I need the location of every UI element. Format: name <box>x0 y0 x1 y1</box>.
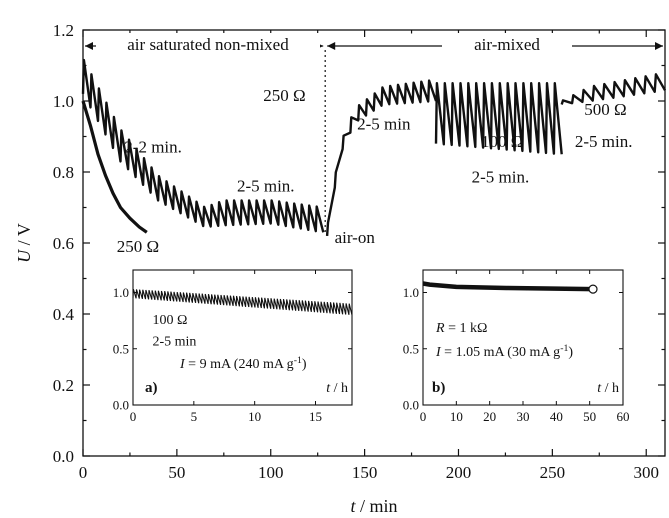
inset-b-panel-label: b) <box>432 380 445 396</box>
x-tick-label: 5 <box>191 409 198 424</box>
annotation-label: 250 Ω <box>117 237 159 256</box>
x-tick-label: 50 <box>168 463 185 482</box>
x-tick-label: 250 <box>540 463 566 482</box>
y-tick-label: 1.0 <box>403 285 419 300</box>
arrow-head-right <box>655 42 663 50</box>
arrow-head-left <box>327 42 336 50</box>
y-tick-label: 0.8 <box>53 163 74 182</box>
series-250ohm-continuous <box>81 100 148 234</box>
x-tick-label: 0 <box>130 409 137 424</box>
x-axis-title: t / min <box>350 496 397 516</box>
y-tick-label: 0.0 <box>113 398 129 413</box>
y-axis-title: U / V <box>14 223 34 263</box>
inset-b-chart: 0 10 20 30 40 50 60 0.0 0.5 1.0 R = 1 kΩ I = 1.05 m… <box>403 269 630 424</box>
annotation-label: 2-2 min. <box>124 137 182 156</box>
y-tick-label: 0.2 <box>53 376 74 395</box>
x-tick-label: 50 <box>583 409 596 424</box>
x-tick-label: 100 <box>258 463 284 482</box>
label-backing <box>442 33 572 55</box>
x-tick-label: 150 <box>352 463 378 482</box>
inset-b-condition: I = 1.05 mA (30 mA g-1) <box>435 343 573 361</box>
inset-a-chart: 0 5 10 15 0.0 0.5 1.0 100 Ω 2-5 min I = 9 mA (240… <box>113 269 353 424</box>
plot-frame <box>422 269 624 406</box>
y-tick-label: 0.4 <box>53 305 75 324</box>
series-inset-a <box>132 289 353 316</box>
annotation-label: 500 Ω <box>584 100 626 119</box>
annotation-label: air-on <box>335 228 376 247</box>
label-backing <box>96 33 320 55</box>
series-pulsed-1 <box>81 58 325 233</box>
series-pulsed-4 <box>560 73 667 105</box>
region-label-mixed: air-mixed <box>474 35 540 54</box>
annotation-label: 100 Ω <box>481 132 523 151</box>
arrow-head-left <box>85 42 93 50</box>
x-tick-label: 300 <box>633 463 659 482</box>
inset-b-end-marker <box>588 284 598 294</box>
annotation-label: 2-5 min. <box>237 177 295 196</box>
y-tick-label: 0.0 <box>403 398 419 413</box>
y-tick-label: 0.0 <box>53 447 74 466</box>
y-tick-label: 0.5 <box>403 341 419 356</box>
inset-annotation: 2-5 min <box>152 334 196 349</box>
inset-annotation: 100 Ω <box>152 313 187 328</box>
y-tick-label: 1.0 <box>53 92 74 111</box>
inset-a-condition: I = 9 mA (240 mA g-1) <box>179 355 307 373</box>
inset-b-x-title: t / h <box>597 381 619 396</box>
x-tick-label: 60 <box>617 409 630 424</box>
series-inset-b <box>422 281 594 292</box>
x-tick-label: 15 <box>309 409 322 424</box>
x-tick-label: 30 <box>517 409 530 424</box>
series-pulsed-3 <box>434 82 563 155</box>
annotation-label: 2-5 min <box>357 114 411 133</box>
annotation-label: 2-5 min. <box>472 168 530 187</box>
x-tick-label: 200 <box>446 463 472 482</box>
annotation-label: 2-5 min. <box>575 132 633 151</box>
x-tick-label: 10 <box>450 409 463 424</box>
y-tick-label: 0.5 <box>113 341 129 356</box>
x-tick-label: 0 <box>79 463 88 482</box>
x-tick-label: 10 <box>248 409 261 424</box>
inset-a-x-title: t / h <box>326 381 348 396</box>
series-pulsed-2 <box>325 79 438 236</box>
x-tick-label: 20 <box>483 409 496 424</box>
y-tick-label: 1.0 <box>113 285 129 300</box>
region-label-nonmixed: air saturated non-mixed <box>127 35 289 54</box>
y-tick-label: 1.2 <box>53 21 74 40</box>
inset-b-resistance: R = 1 kΩ <box>435 321 487 336</box>
inset-a-panel-label: a) <box>145 380 158 396</box>
x-tick-label: 40 <box>550 409 563 424</box>
y-tick-label: 0.6 <box>53 234 74 253</box>
plot-frame <box>132 269 353 406</box>
annotation-label: 250 Ω <box>263 86 305 105</box>
main-chart: 0 50 100 150 200 250 3000.00.20.40.60.81.01.2a… <box>14 21 667 516</box>
x-tick-label: 0 <box>420 409 427 424</box>
